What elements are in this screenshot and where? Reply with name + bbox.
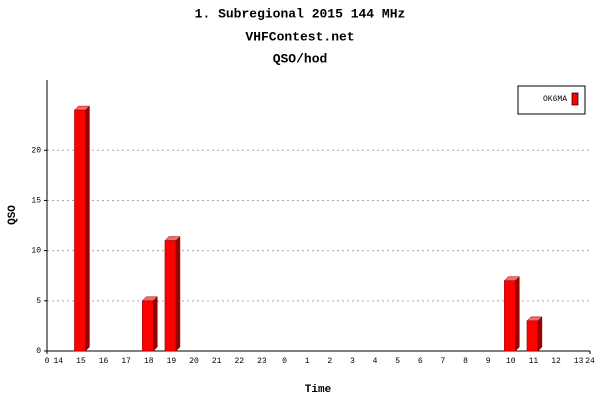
x-tick-label: 11 [529,357,539,366]
chart-subtitle: QSO/hod [273,51,328,66]
x-tick-label: 22 [235,357,245,366]
x-axis-label: Time [305,384,332,396]
legend-label: OK6MA [543,95,567,104]
x-tick-label: 10 [506,357,516,366]
bar-side [537,316,543,352]
x-tick-label: 2 [327,357,332,366]
y-tick-label: 0 [36,347,41,356]
x-tick-label: 21 [212,357,222,366]
x-tick-label: 17 [121,357,131,366]
bar-side [85,105,90,352]
x-tick-label: 18 [144,357,154,366]
x-tick-label: 5 [395,357,400,366]
bar-side [175,235,181,352]
legend-swatch [571,92,579,106]
x-tick-label: 0 [45,357,50,366]
x-tick-label: 16 [99,357,109,366]
x-tick-label: 13 [574,357,584,366]
x-tick-label: 4 [373,357,378,366]
x-tick-label: 24 [585,357,595,366]
chart-subtitle: VHFContest.net [245,29,354,44]
x-tick-label: 8 [463,357,468,366]
bar [526,320,539,352]
bar-side [153,296,158,352]
x-tick-label: 7 [441,357,446,366]
x-tick-label: 9 [486,357,491,366]
x-tick-label: 6 [418,357,423,366]
x-tick-label: 15 [76,357,86,366]
x-tick-label: 12 [551,357,561,366]
bar [74,109,86,352]
y-tick-label: 15 [31,197,41,206]
x-tick-label: 1 [305,357,310,366]
y-tick-label: 10 [31,247,41,256]
y-tick-label: 20 [31,146,41,155]
x-tick-label: 0 [282,357,287,366]
x-tick-label: 20 [189,357,199,366]
chart-title: 1. Subregional 2015 144 MHz [195,6,406,21]
y-tick-label: 5 [36,297,41,306]
x-tick-label: 23 [257,357,267,366]
x-tick-label: 19 [167,357,177,366]
y-axis-label: QSO [7,205,19,225]
bar [142,300,154,352]
bar [164,240,177,352]
bar [504,280,516,352]
bar-side [515,276,520,352]
x-tick-label: 3 [350,357,355,366]
x-tick-label: 14 [54,357,64,366]
